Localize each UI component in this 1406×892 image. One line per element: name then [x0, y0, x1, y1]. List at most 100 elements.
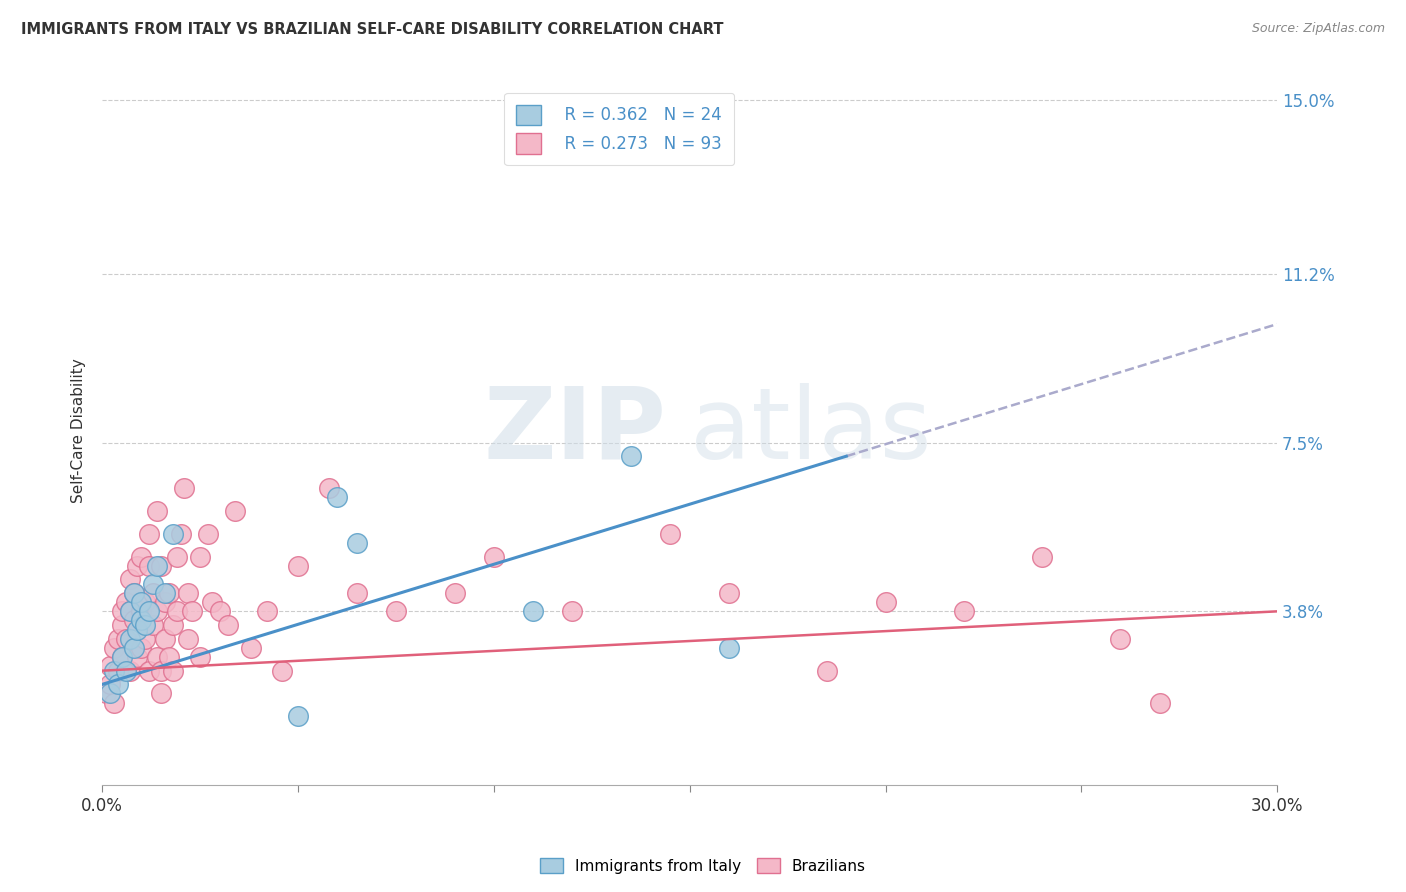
Point — [122, 586, 145, 600]
Point — [561, 604, 583, 618]
Point — [111, 650, 134, 665]
Point — [953, 604, 976, 618]
Point — [146, 558, 169, 573]
Point — [153, 632, 176, 646]
Point — [620, 449, 643, 463]
Point — [118, 573, 141, 587]
Point — [1031, 549, 1053, 564]
Point — [181, 604, 204, 618]
Point — [122, 640, 145, 655]
Point — [1109, 632, 1132, 646]
Point — [138, 604, 160, 618]
Point — [875, 595, 897, 609]
Point — [131, 614, 153, 628]
Text: ZIP: ZIP — [484, 383, 666, 480]
Point — [127, 650, 149, 665]
Point — [197, 526, 219, 541]
Point — [162, 664, 184, 678]
Point — [131, 604, 153, 618]
Text: atlas: atlas — [690, 383, 931, 480]
Point — [114, 595, 136, 609]
Point — [118, 604, 141, 618]
Point — [138, 664, 160, 678]
Point — [146, 504, 169, 518]
Point — [188, 650, 211, 665]
Y-axis label: Self-Care Disability: Self-Care Disability — [72, 359, 86, 503]
Legend:   R = 0.362   N = 24,   R = 0.273   N = 93: R = 0.362 N = 24, R = 0.273 N = 93 — [505, 93, 734, 165]
Point — [346, 586, 368, 600]
Point — [114, 632, 136, 646]
Point — [131, 549, 153, 564]
Point — [107, 677, 129, 691]
Point — [482, 549, 505, 564]
Point — [659, 526, 682, 541]
Point — [522, 604, 544, 618]
Point — [188, 549, 211, 564]
Point — [201, 595, 224, 609]
Point — [107, 632, 129, 646]
Text: IMMIGRANTS FROM ITALY VS BRAZILIAN SELF-CARE DISABILITY CORRELATION CHART: IMMIGRANTS FROM ITALY VS BRAZILIAN SELF-… — [21, 22, 724, 37]
Point — [94, 686, 117, 700]
Point — [142, 577, 165, 591]
Point — [118, 664, 141, 678]
Point — [153, 586, 176, 600]
Point — [131, 640, 153, 655]
Point — [146, 604, 169, 618]
Point — [177, 632, 200, 646]
Legend: Immigrants from Italy, Brazilians: Immigrants from Italy, Brazilians — [534, 852, 872, 880]
Point — [122, 640, 145, 655]
Point — [149, 664, 172, 678]
Point — [256, 604, 278, 618]
Point — [111, 618, 134, 632]
Point — [1149, 696, 1171, 710]
Point — [122, 586, 145, 600]
Point — [134, 632, 156, 646]
Point — [127, 558, 149, 573]
Point — [134, 595, 156, 609]
Point — [122, 614, 145, 628]
Point — [107, 664, 129, 678]
Point — [114, 664, 136, 678]
Point — [443, 586, 465, 600]
Point — [208, 604, 231, 618]
Point — [103, 664, 125, 678]
Point — [118, 604, 141, 618]
Point — [717, 640, 740, 655]
Point — [224, 504, 246, 518]
Point — [138, 558, 160, 573]
Point — [157, 650, 180, 665]
Point — [173, 481, 195, 495]
Point — [142, 618, 165, 632]
Point — [149, 686, 172, 700]
Point — [162, 526, 184, 541]
Point — [346, 536, 368, 550]
Point — [131, 595, 153, 609]
Point — [287, 709, 309, 723]
Point — [127, 623, 149, 637]
Point — [287, 558, 309, 573]
Point — [111, 650, 134, 665]
Point — [162, 618, 184, 632]
Point — [166, 549, 188, 564]
Point — [103, 640, 125, 655]
Point — [326, 490, 349, 504]
Point — [385, 604, 408, 618]
Point — [157, 586, 180, 600]
Point — [142, 586, 165, 600]
Point — [153, 595, 176, 609]
Point — [240, 640, 263, 655]
Text: Source: ZipAtlas.com: Source: ZipAtlas.com — [1251, 22, 1385, 36]
Point — [271, 664, 294, 678]
Point — [98, 686, 121, 700]
Point — [717, 586, 740, 600]
Point — [166, 604, 188, 618]
Point — [149, 558, 172, 573]
Point — [118, 632, 141, 646]
Point — [111, 604, 134, 618]
Point — [169, 526, 191, 541]
Point — [177, 586, 200, 600]
Point — [138, 526, 160, 541]
Point — [134, 618, 156, 632]
Point — [103, 696, 125, 710]
Point — [217, 618, 239, 632]
